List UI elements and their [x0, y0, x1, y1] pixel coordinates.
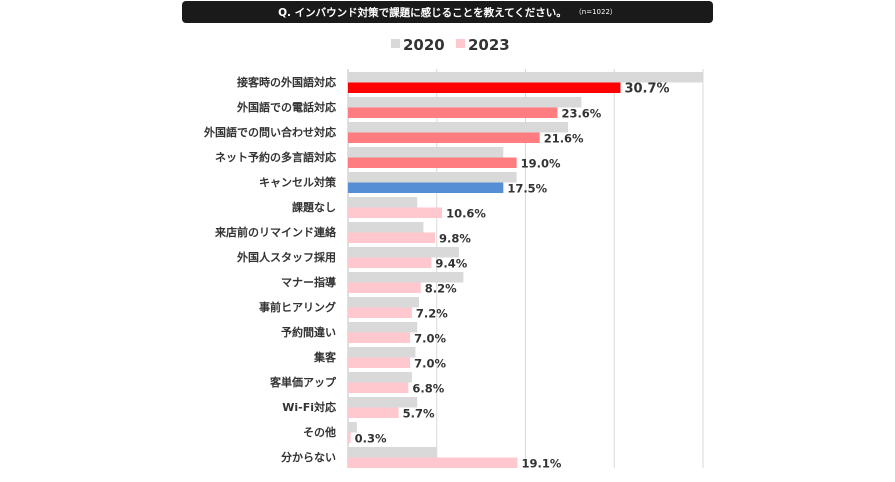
value-label-2023: 5.7%: [403, 407, 435, 421]
bar-2020: [348, 147, 504, 158]
bar-2023: [348, 82, 621, 93]
bar-2020: [348, 72, 703, 83]
bar-2023: [348, 107, 558, 118]
bar-2020: [348, 97, 582, 108]
chart-title-bar: Q. インバウンド対策で課題に感じることを教えてください。 （n=1022）: [182, 1, 713, 23]
sample-size-label: （n=1022）: [574, 8, 617, 16]
category-label: キャンセル対策: [259, 175, 337, 189]
category-label: 外国人スタッフ採用: [236, 250, 336, 264]
bar-2020: [348, 197, 418, 208]
legend: 2020 2023: [391, 36, 510, 54]
category-label: 集客: [313, 350, 337, 364]
legend-swatch-2020: [391, 39, 400, 48]
bar-2023: [348, 207, 443, 218]
value-label-2023: 10.6%: [446, 207, 486, 221]
legend-swatch-2023: [456, 39, 465, 48]
bar-2023: [348, 407, 399, 418]
bar-2023: [348, 432, 351, 443]
bars: [348, 72, 703, 468]
legend-label-2023: 2023: [468, 36, 510, 54]
value-label-2023: 9.4%: [435, 257, 467, 271]
value-label-2023: 19.0%: [521, 157, 561, 171]
bar-2020: [348, 122, 569, 133]
value-label-2023: 9.8%: [439, 232, 471, 246]
bar-2023: [348, 307, 412, 318]
value-labels: 30.7% 23.6% 21.6% 19.0% 17.5% 10.6% 9.8% 9.4% 8.…: [355, 82, 670, 471]
bar-2023: [348, 182, 504, 193]
bar-2020: [348, 322, 418, 333]
value-label-2023: 8.2%: [425, 282, 457, 296]
bar-2023: [348, 382, 409, 393]
bar-2023: [348, 157, 517, 168]
category-label: 外国語での問い合わせ対応: [203, 125, 336, 139]
bar-2023: [348, 257, 432, 268]
bar-2020: [348, 172, 517, 183]
bar-2023: [348, 357, 411, 368]
category-label: 課題なし: [292, 200, 336, 214]
bar-2023: [348, 457, 518, 468]
bar-2023: [348, 282, 421, 293]
bar-2020: [348, 397, 418, 408]
value-label-2023: 7.0%: [414, 357, 446, 371]
value-label-2023: 7.2%: [416, 307, 448, 321]
category-label: 接客時の外国語対応: [237, 75, 336, 89]
category-label: 分からない: [281, 450, 336, 464]
category-label: 予約間違い: [281, 325, 336, 339]
category-label: 外国語での電話対応: [236, 100, 336, 114]
value-label-2023: 6.8%: [412, 382, 444, 396]
bar-2020: [348, 247, 459, 258]
category-label: 来店前のリマインド連絡: [214, 225, 337, 239]
value-label-2023: 23.6%: [561, 107, 601, 121]
bar-2020: [348, 347, 416, 358]
bar-2023: [348, 132, 540, 143]
category-label: 客単価アップ: [269, 375, 337, 389]
chart-title: Q. インバウンド対策で課題に感じることを教えてください。: [278, 6, 567, 19]
bar-2020: [348, 297, 419, 308]
value-label-2023: 0.3%: [355, 432, 387, 446]
bar-2020: [348, 222, 424, 233]
category-labels: 接客時の外国語対応外国語での電話対応外国語での問い合わせ対応ネット予約の多言語対…: [203, 75, 337, 464]
bar-2020: [348, 447, 437, 458]
value-label-2023: 19.1%: [522, 457, 562, 471]
bar-2020: [348, 372, 412, 383]
bar-2020: [348, 422, 357, 433]
value-label-2023: 17.5%: [507, 182, 547, 196]
category-label: ネット予約の多言語対応: [215, 150, 336, 164]
bar-2023: [348, 232, 435, 243]
category-label: その他: [303, 425, 336, 439]
category-label: Wi-Fi対応: [282, 400, 336, 414]
value-label-2023: 30.7%: [624, 82, 669, 97]
value-label-2023: 7.0%: [414, 332, 446, 346]
bar-2020: [348, 272, 464, 283]
legend-label-2020: 2020: [403, 36, 445, 54]
category-label: マナー指導: [281, 275, 336, 289]
category-label: 事前ヒアリング: [259, 300, 336, 314]
value-label-2023: 21.6%: [544, 132, 584, 146]
bar-2023: [348, 332, 411, 343]
